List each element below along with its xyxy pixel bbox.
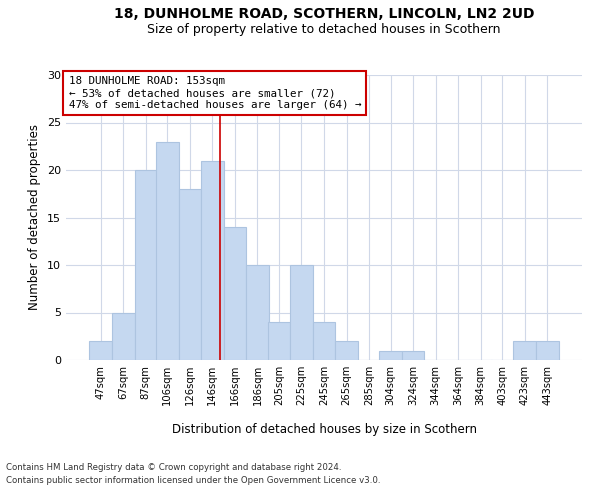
Text: Size of property relative to detached houses in Scothern: Size of property relative to detached ho… [147,22,501,36]
Bar [201,160,224,360]
Text: Contains HM Land Registry data © Crown copyright and database right 2024.: Contains HM Land Registry data © Crown c… [6,462,341,471]
Bar [514,341,536,360]
Bar [179,189,201,360]
Bar [536,341,559,360]
Text: Contains public sector information licensed under the Open Government Licence v3: Contains public sector information licen… [6,476,380,485]
Bar [246,265,269,360]
Bar [402,350,424,360]
Bar [335,341,358,360]
Bar [89,341,112,360]
Bar [290,265,313,360]
Bar [112,312,134,360]
Bar [134,170,157,360]
Text: 18, DUNHOLME ROAD, SCOTHERN, LINCOLN, LN2 2UD: 18, DUNHOLME ROAD, SCOTHERN, LINCOLN, LN… [114,8,534,22]
Bar [379,350,402,360]
Y-axis label: Number of detached properties: Number of detached properties [28,124,41,310]
Text: Distribution of detached houses by size in Scothern: Distribution of detached houses by size … [172,422,476,436]
Text: 18 DUNHOLME ROAD: 153sqm
← 53% of detached houses are smaller (72)
47% of semi-d: 18 DUNHOLME ROAD: 153sqm ← 53% of detach… [68,76,361,110]
Bar [156,142,179,360]
Bar [224,227,246,360]
Bar [313,322,335,360]
Bar [268,322,290,360]
